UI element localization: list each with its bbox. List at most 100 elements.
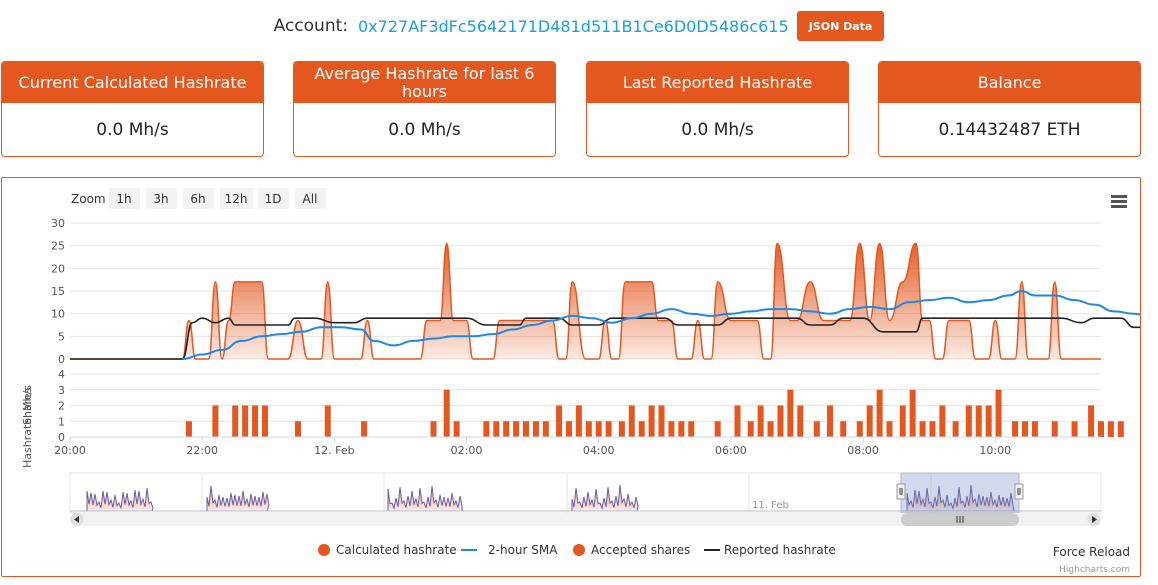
y-tick-label: 15 (51, 285, 65, 298)
navigator-gridlines (201, 473, 932, 513)
share-bar (575, 405, 582, 437)
share-bar (985, 405, 992, 437)
hashrate-chart-container: Zoom 1h 3h 6h 12h 1D All (1, 177, 1141, 577)
highcharts-credits[interactable]: Highcharts.com (1059, 565, 1130, 575)
account-address-link[interactable]: 0x727AF3dFc5642171D481d511B1Ce6D0D5486c6… (358, 16, 789, 36)
share-bar (952, 421, 959, 437)
share-bar (1031, 421, 1038, 437)
share-bar (430, 421, 437, 437)
legend: Calculated hashrate 2-hour SMA Accepted … (318, 543, 836, 557)
share-bar (797, 405, 804, 437)
panel-value: 0.0 Mh/s (96, 120, 169, 140)
scroll-left-arrow[interactable] (70, 513, 84, 526)
reported-hashrate-line (69, 317, 1140, 360)
zoom-label: Zoom (71, 192, 106, 206)
share-bar (929, 421, 936, 437)
share-bar (212, 405, 219, 437)
share-bar (513, 421, 520, 437)
y-tick-label: 20 (51, 262, 65, 275)
x-tick-label: 06:00 (715, 444, 747, 457)
y-tick-label: 1 (58, 415, 65, 428)
share-bar (503, 421, 510, 437)
x-tick-label: 10:00 (979, 444, 1011, 457)
share-bar (523, 421, 530, 437)
share-bar (767, 421, 774, 437)
share-bar (975, 405, 982, 437)
share-bar (919, 421, 926, 437)
sma-2h-line (182, 289, 1140, 360)
legend-item-calculated-hashrate[interactable]: Calculated hashrate (318, 543, 457, 557)
share-bar (866, 405, 873, 437)
account-header: Account: 0x727AF3dFc5642171D481d511B1Ce6… (0, 11, 1158, 41)
zoom-3h-button[interactable]: 3h (146, 188, 177, 209)
navigator-series (70, 484, 1101, 512)
shares-y-ticks: 0 1 2 3 4 (58, 368, 65, 444)
zoom-6h-button[interactable]: 6h (183, 188, 214, 209)
share-bar (714, 421, 721, 437)
zoom-12h-button[interactable]: 12h (220, 188, 253, 209)
zoom-button-label: 1D (265, 192, 282, 206)
shares-gridlines (70, 373, 1101, 438)
calculated-hashrate-area (70, 243, 1101, 359)
y-tick-label: 5 (58, 330, 65, 343)
legend-label: Accepted shares (591, 543, 690, 557)
y-tick-label: 25 (51, 240, 65, 253)
share-bar (939, 405, 946, 437)
share-bar (813, 421, 820, 437)
zoom-1h-button[interactable]: 1h (109, 188, 140, 209)
share-bar (556, 405, 563, 437)
navigator-right-handle[interactable] (1014, 483, 1024, 500)
share-bar (361, 421, 368, 437)
y-tick-label: 0 (58, 431, 65, 444)
share-bar (648, 405, 655, 437)
share-bar (453, 421, 460, 437)
share-bar (443, 389, 450, 437)
share-bar (595, 421, 602, 437)
share-bar (995, 389, 1002, 437)
share-bar (886, 421, 893, 437)
legend-item-2-hour-sma[interactable]: 2-hour SMA (461, 543, 558, 557)
hashrate-y-ticks: 0 5 10 15 20 25 30 (51, 217, 65, 366)
share-bar (840, 421, 847, 437)
scrollbar[interactable] (70, 513, 1101, 526)
navigator[interactable]: 11. Feb (69, 472, 1102, 514)
zoom-button-label: All (303, 192, 318, 206)
chart-menu-icon[interactable] (1106, 192, 1130, 210)
panel-title: Average Hashrate for last 6 hours (294, 62, 555, 103)
share-bar (185, 421, 192, 437)
zoom-all-button[interactable]: All (295, 188, 326, 209)
share-bar (747, 421, 754, 437)
y-tick-label: 3 (58, 384, 65, 397)
reported-hashrate-panel: Last Reported Hashrate 0.0 Mh/s (586, 61, 849, 157)
navigator-window[interactable] (900, 472, 1020, 514)
share-bar (618, 421, 625, 437)
force-reload-link[interactable]: Force Reload (1053, 545, 1130, 559)
share-bar (876, 389, 883, 437)
share-bar (734, 405, 741, 437)
share-bar (678, 421, 685, 437)
legend-label: Reported hashrate (724, 543, 836, 557)
share-bar (638, 421, 645, 437)
zoom-1d-button[interactable]: 1D (258, 188, 289, 209)
scroll-right-arrow[interactable] (1087, 513, 1101, 526)
share-bar (1088, 405, 1095, 437)
shares-bars (185, 389, 1124, 437)
x-tick-label: 04:00 (583, 444, 615, 457)
navigator-left-handle[interactable] (896, 483, 906, 500)
share-bar (252, 405, 259, 437)
share-bar (605, 421, 612, 437)
share-bar (777, 405, 784, 437)
legend-item-reported-hashrate[interactable]: Reported hashrate (704, 543, 836, 557)
share-bar (295, 421, 302, 437)
x-tick-label: 20:00 (54, 444, 86, 457)
legend-item-accepted-shares[interactable]: Accepted shares (573, 543, 690, 557)
share-bar (1021, 421, 1028, 437)
x-tick-label: 22:00 (186, 444, 218, 457)
share-bar (232, 405, 239, 437)
y-tick-label: 2 (58, 400, 65, 413)
average-hashrate-panel: Average Hashrate for last 6 hours 0.0 Mh… (293, 61, 556, 157)
panel-value: 0.0 Mh/s (681, 120, 754, 140)
share-bar (787, 389, 794, 437)
panel-value: 0.0 Mh/s (388, 120, 461, 140)
json-data-button[interactable]: JSON Data (796, 11, 885, 41)
